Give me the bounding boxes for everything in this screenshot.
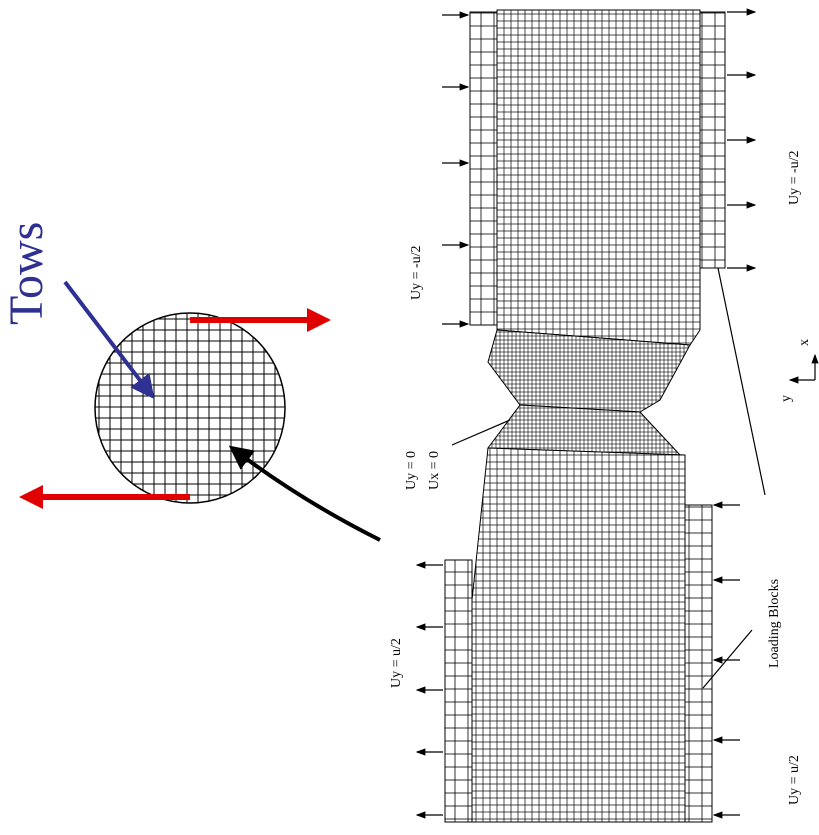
boundary-label: Uy = -u/2 <box>409 245 424 300</box>
specimen-mesh <box>444 9 726 823</box>
load-arrows <box>415 8 819 819</box>
tows-label: Tows <box>0 222 53 325</box>
tow-cross-section <box>19 280 381 542</box>
loading-blocks-label: Loading Blocks <box>767 579 782 668</box>
boundary-label: Ux = 0 <box>427 451 442 490</box>
boundary-label: Uy = 0 <box>404 451 419 490</box>
axis-label: y <box>779 395 794 402</box>
axis-label: x <box>797 339 812 346</box>
boundary-label: Uy = u/2 <box>787 755 802 805</box>
boundary-label: Uy = u/2 <box>389 638 404 688</box>
boundary-label: Uy = -u/2 <box>787 150 802 205</box>
